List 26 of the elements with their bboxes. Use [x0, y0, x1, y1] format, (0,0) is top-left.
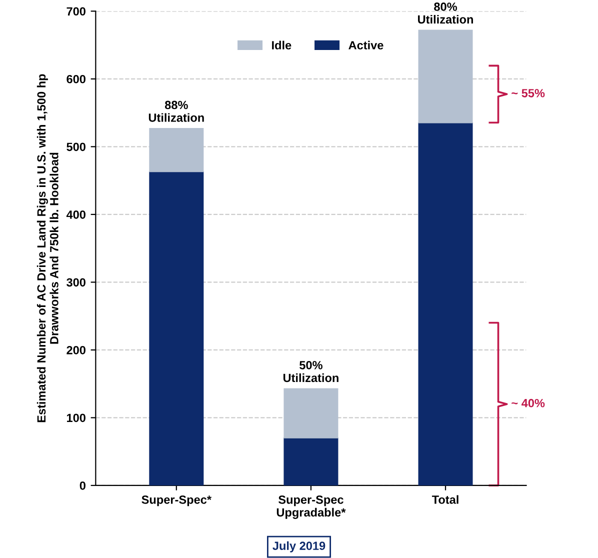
legend-label: Active — [348, 40, 384, 50]
bar — [149, 171, 204, 486]
y-tick-label: 600 — [66, 74, 86, 84]
bar — [284, 438, 338, 486]
annotation: ~ 55% — [512, 89, 545, 98]
text: July 2019 — [272, 541, 326, 552]
y-tick-label: 0 — [80, 481, 86, 490]
legend-label: Idle — [272, 40, 292, 50]
y-tick-label: 400 — [66, 210, 86, 219]
x-tick-label: Total — [432, 495, 458, 504]
x-tick-label: Super-Spec* — [142, 495, 212, 506]
y-tick-label: 500 — [66, 142, 86, 152]
bar — [149, 128, 204, 172]
bar — [418, 30, 473, 124]
annotation: 88% Utilization — [148, 100, 204, 122]
annotation: 80% Utilization — [418, 2, 473, 24]
y-tick-label: 200 — [66, 346, 86, 354]
bar — [284, 388, 338, 438]
y-tick-label: 300 — [66, 278, 86, 287]
annotation: 50% Utilization — [283, 360, 338, 382]
y-tick-label: 700 — [66, 7, 86, 16]
y-tick-label: 100 — [67, 414, 86, 422]
x-tick-label: Super-Spec Upgradable* — [276, 495, 346, 519]
bar — [418, 122, 473, 486]
annotation: ~ 40% — [512, 398, 545, 408]
y-axis-title: Estimated Number of AC Drive Land Rigs in U.S. with 1,500 hp Drawworks And 750k lb. Hookload — [36, 74, 58, 422]
